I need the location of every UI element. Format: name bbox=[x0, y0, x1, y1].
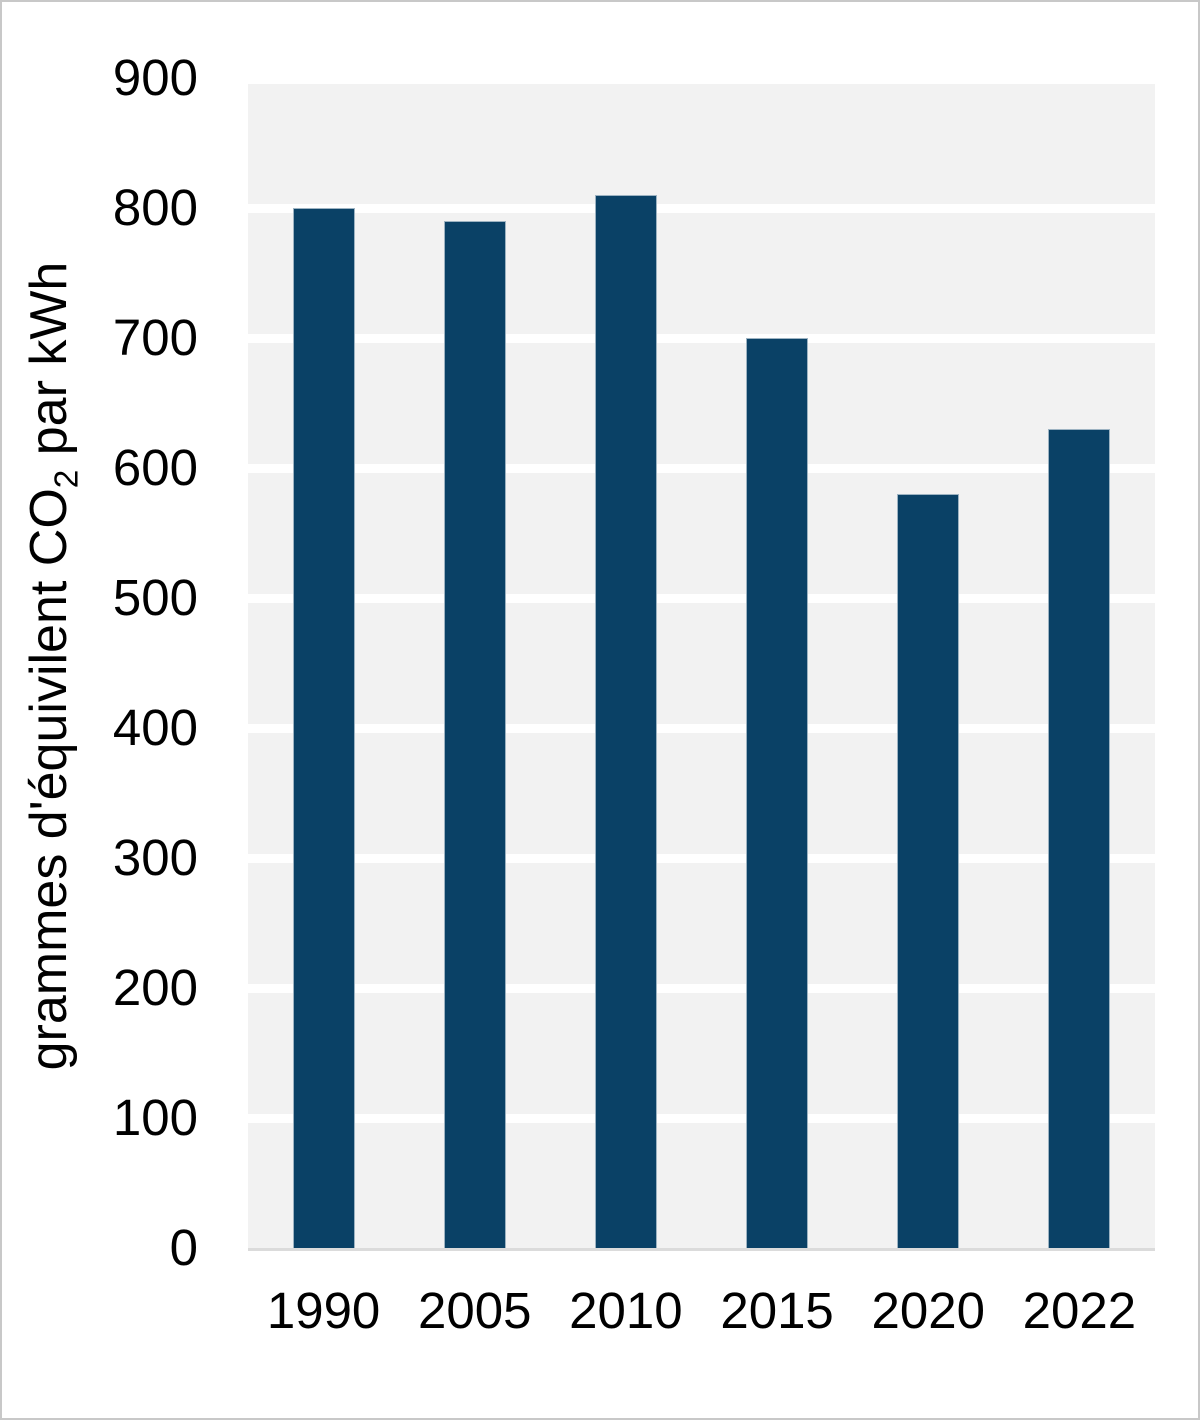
y-tick-label-200: 200 bbox=[112, 959, 198, 1016]
gridline-300 bbox=[248, 853, 1155, 863]
y-axis-title-subscript: 2 bbox=[48, 469, 86, 489]
bar-2010 bbox=[594, 195, 657, 1248]
bar-1990 bbox=[292, 208, 355, 1248]
y-tick-label-100: 100 bbox=[112, 1089, 198, 1146]
bar-2015 bbox=[746, 338, 809, 1248]
y-tick-label-0: 0 bbox=[169, 1219, 198, 1276]
y-axis-title-suffix: par kWh bbox=[20, 261, 78, 470]
gridline-200 bbox=[248, 983, 1155, 993]
gridline-700 bbox=[248, 333, 1155, 343]
bar-2005 bbox=[443, 221, 506, 1248]
x-axis-line bbox=[248, 1248, 1155, 1251]
gridline-400 bbox=[248, 723, 1155, 733]
y-axis-title-prefix: grammes d'équivilent CO bbox=[20, 488, 78, 1071]
y-axis-title: grammes d'équivilent CO2 par kWh bbox=[19, 261, 85, 1071]
gridline-500 bbox=[248, 593, 1155, 603]
plot-area bbox=[248, 84, 1155, 1248]
gridline-600 bbox=[248, 463, 1155, 473]
gridline-100 bbox=[248, 1113, 1155, 1123]
bar-2022 bbox=[1048, 429, 1111, 1248]
y-tick-label-500: 500 bbox=[112, 569, 198, 626]
y-tick-label-700: 700 bbox=[112, 309, 198, 366]
y-tick-label-800: 800 bbox=[112, 179, 198, 236]
y-tick-label-900: 900 bbox=[112, 49, 198, 106]
x-tick-label-2015: 2015 bbox=[720, 1282, 834, 1339]
x-tick-label-1990: 1990 bbox=[266, 1282, 381, 1339]
x-tick-label-2022: 2022 bbox=[1022, 1282, 1137, 1339]
gridline-800 bbox=[248, 203, 1155, 213]
x-tick-label-2020: 2020 bbox=[871, 1282, 985, 1339]
y-tick-label-600: 600 bbox=[112, 439, 198, 496]
x-tick-label-2005: 2005 bbox=[418, 1282, 532, 1339]
y-tick-label-300: 300 bbox=[112, 829, 198, 886]
x-tick-label-2010: 2010 bbox=[569, 1282, 683, 1339]
y-tick-label-400: 400 bbox=[112, 699, 198, 756]
bar-2020 bbox=[897, 494, 960, 1248]
